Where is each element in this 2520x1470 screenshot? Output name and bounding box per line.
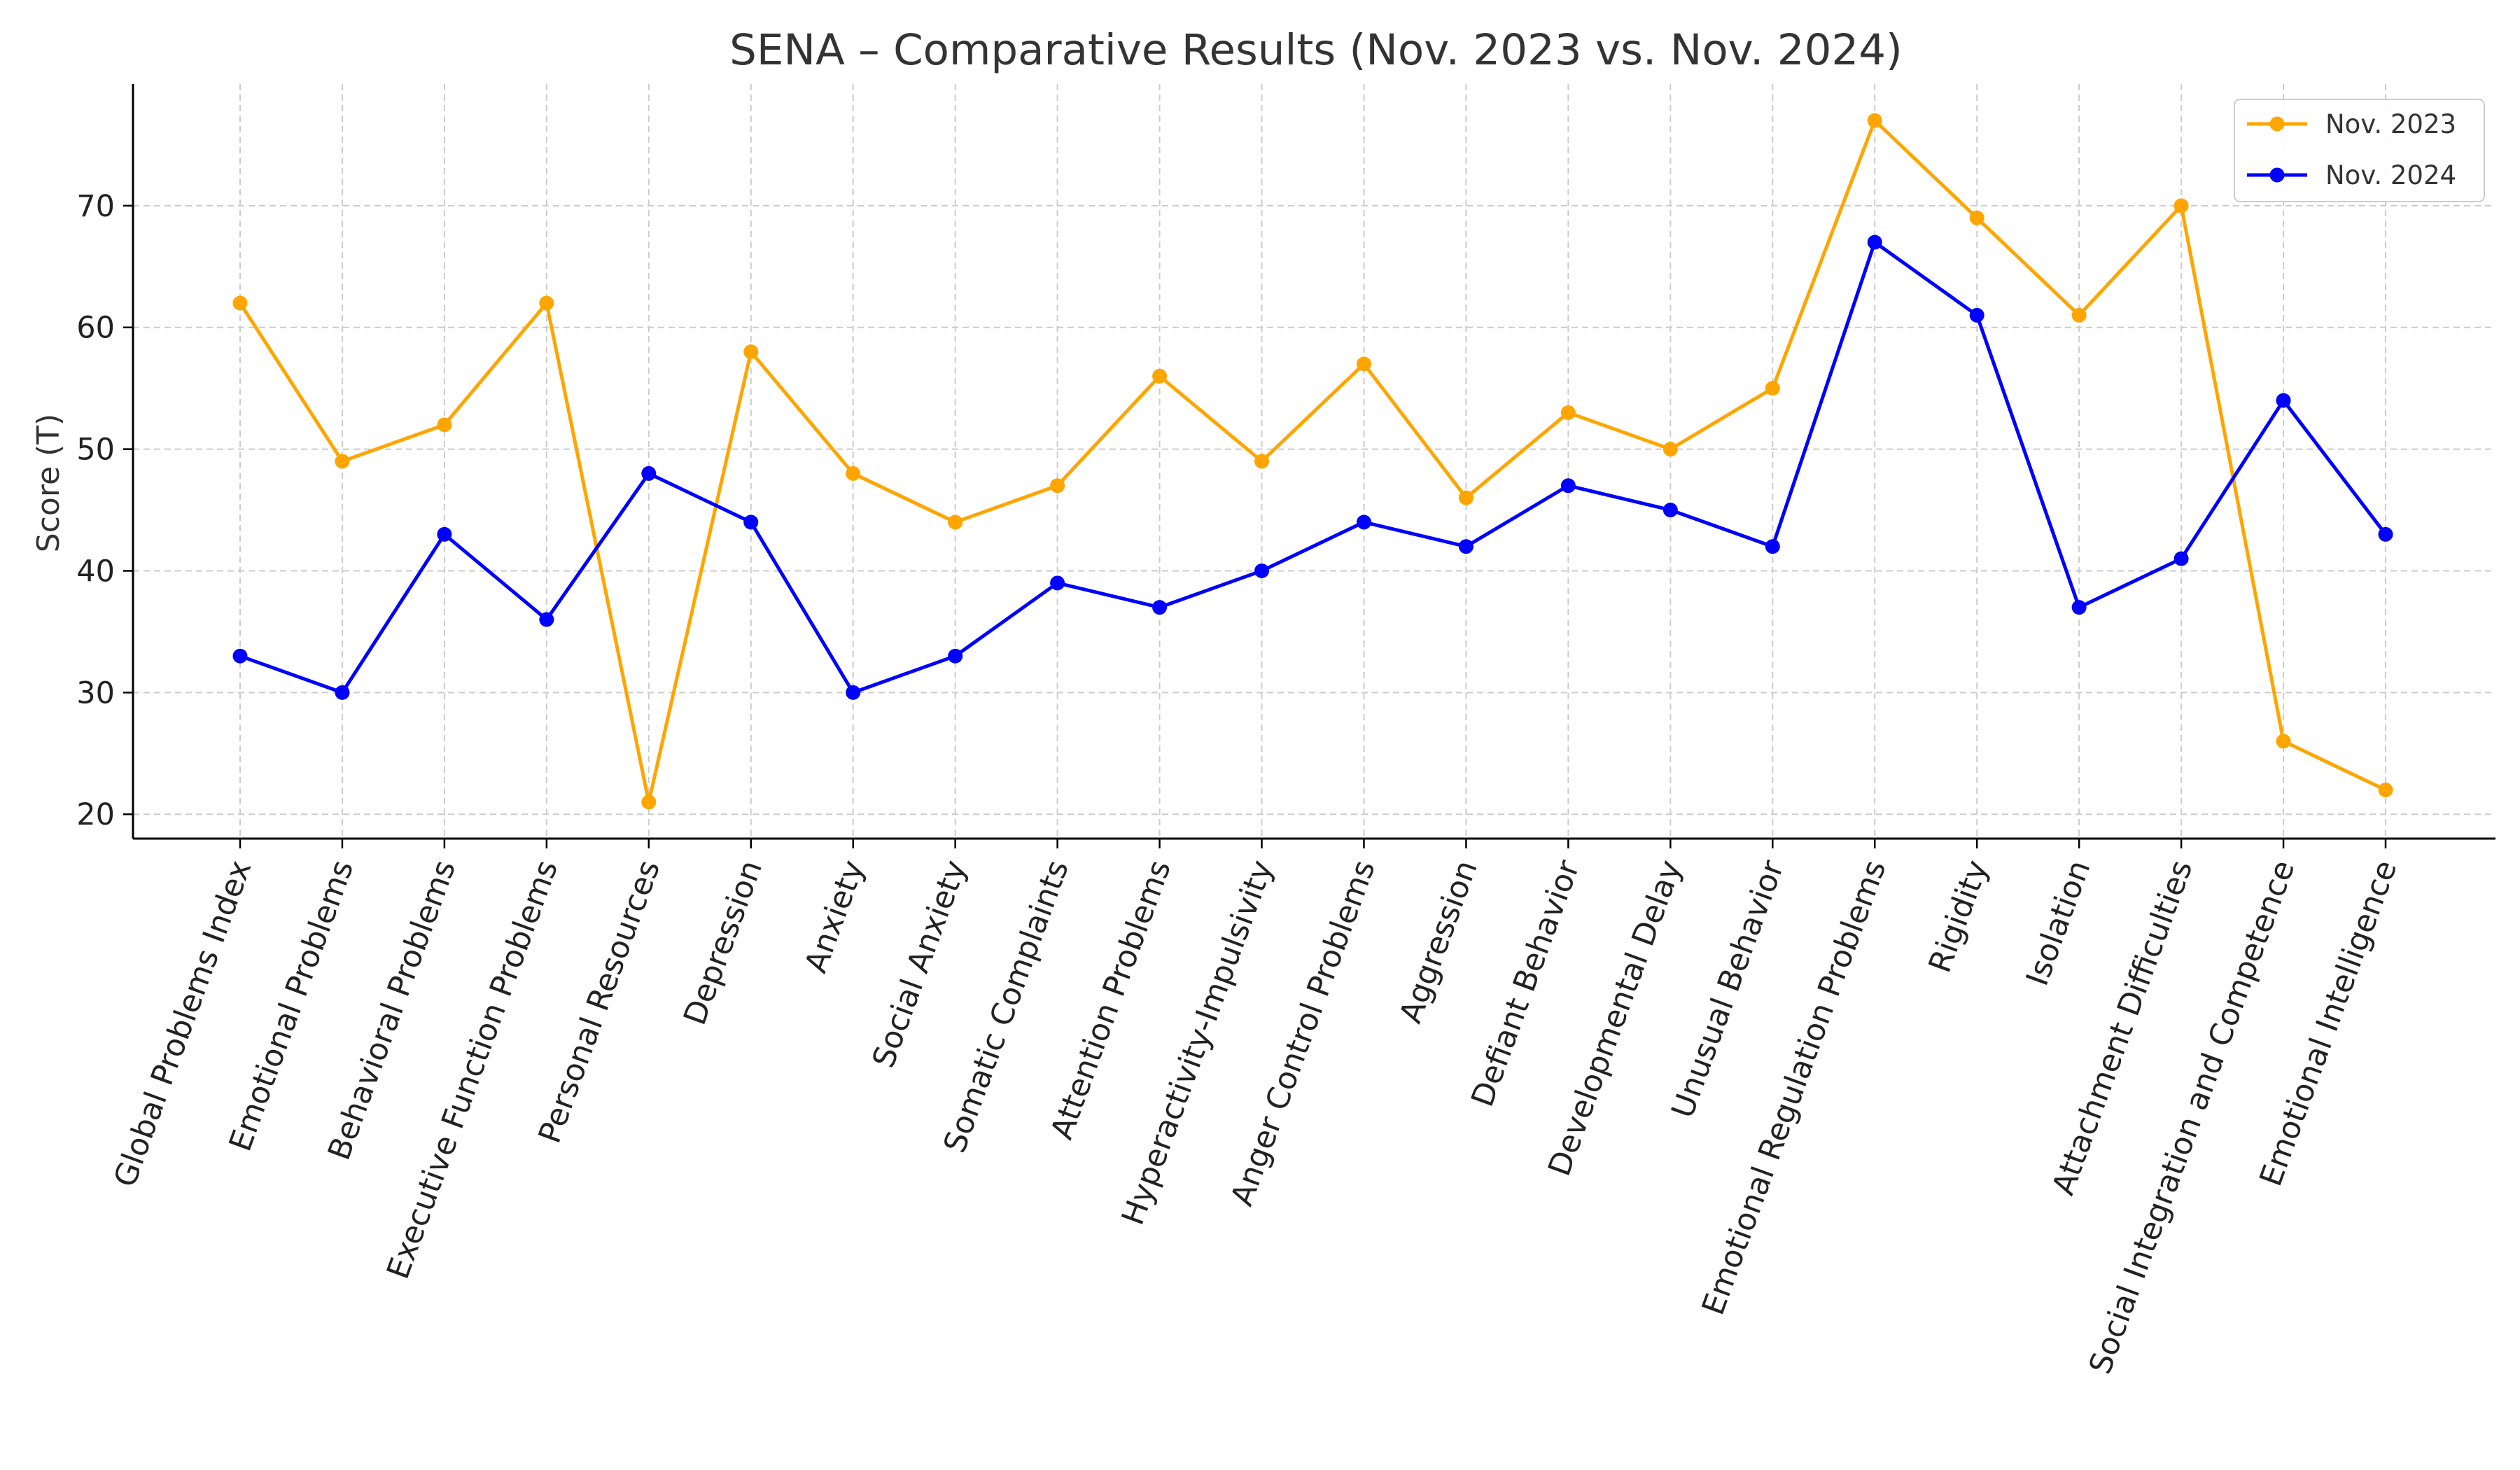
legend-label: Nov. 2024	[2325, 160, 2456, 190]
data-point	[1969, 307, 1984, 323]
legend-swatch-marker	[2269, 167, 2285, 183]
y-tick-label: 50	[76, 433, 115, 468]
data-point	[1560, 405, 1576, 420]
data-point	[2276, 734, 2291, 749]
data-point	[2071, 307, 2087, 323]
gridlines	[133, 84, 2496, 839]
data-point	[2174, 198, 2189, 214]
data-point	[1458, 539, 1474, 554]
series-nov-2023	[232, 113, 2393, 810]
data-point	[846, 465, 861, 481]
data-point	[1356, 514, 1371, 530]
legend-item: Nov. 2023	[2247, 109, 2456, 139]
data-point	[1969, 210, 1984, 225]
series-line	[239, 240, 2387, 694]
series	[232, 113, 2393, 810]
y-tick-label: 30	[76, 676, 115, 710]
data-point	[1050, 478, 1065, 493]
data-point	[1662, 442, 1678, 457]
data-point	[2071, 600, 2087, 615]
chart-title: SENA – Comparative Results (Nov. 2023 vs…	[729, 25, 1903, 75]
y-axis-label: Score (T)	[31, 414, 66, 552]
y-tick-label: 60	[76, 311, 115, 346]
legend-label: Nov. 2023	[2325, 109, 2456, 139]
data-point	[641, 465, 657, 481]
data-point	[1560, 478, 1576, 493]
data-point	[232, 648, 248, 664]
legend-swatch-marker	[2269, 116, 2285, 132]
data-point	[1050, 575, 1065, 591]
y-tick-label: 70	[76, 189, 115, 224]
data-point	[743, 344, 759, 360]
data-point	[335, 685, 350, 700]
data-point	[2276, 393, 2291, 408]
data-point	[1254, 563, 1270, 578]
data-point	[1867, 113, 1882, 128]
data-point	[846, 685, 861, 700]
data-point	[1356, 356, 1371, 372]
data-point	[743, 514, 759, 530]
y-tick-label: 40	[76, 554, 115, 589]
data-point	[437, 417, 452, 433]
data-point	[2174, 551, 2189, 566]
data-point	[948, 514, 963, 530]
data-point	[2378, 526, 2393, 542]
data-point	[948, 648, 963, 664]
data-point	[437, 526, 452, 542]
legend-item: Nov. 2024	[2247, 160, 2456, 190]
data-point	[1152, 600, 1168, 615]
data-point	[1765, 539, 1780, 554]
data-point	[232, 295, 248, 311]
data-point	[1867, 234, 1882, 250]
data-point	[1152, 368, 1168, 384]
legend: Nov. 2023 Nov. 2024	[2234, 99, 2485, 202]
data-point	[641, 794, 657, 810]
y-tick-label: 20	[76, 797, 115, 832]
series-line	[238, 118, 2387, 804]
data-point	[1254, 454, 1270, 469]
data-point	[2378, 782, 2393, 797]
data-point	[539, 295, 554, 311]
axes	[132, 84, 2496, 840]
series-nov-2024	[232, 234, 2393, 700]
y-axis-ticks: 20 30 40 50 60 70	[76, 189, 133, 832]
data-point	[335, 454, 350, 469]
data-point	[539, 612, 554, 627]
data-point	[1765, 381, 1780, 396]
data-point	[1662, 503, 1678, 518]
data-point	[1458, 490, 1474, 505]
